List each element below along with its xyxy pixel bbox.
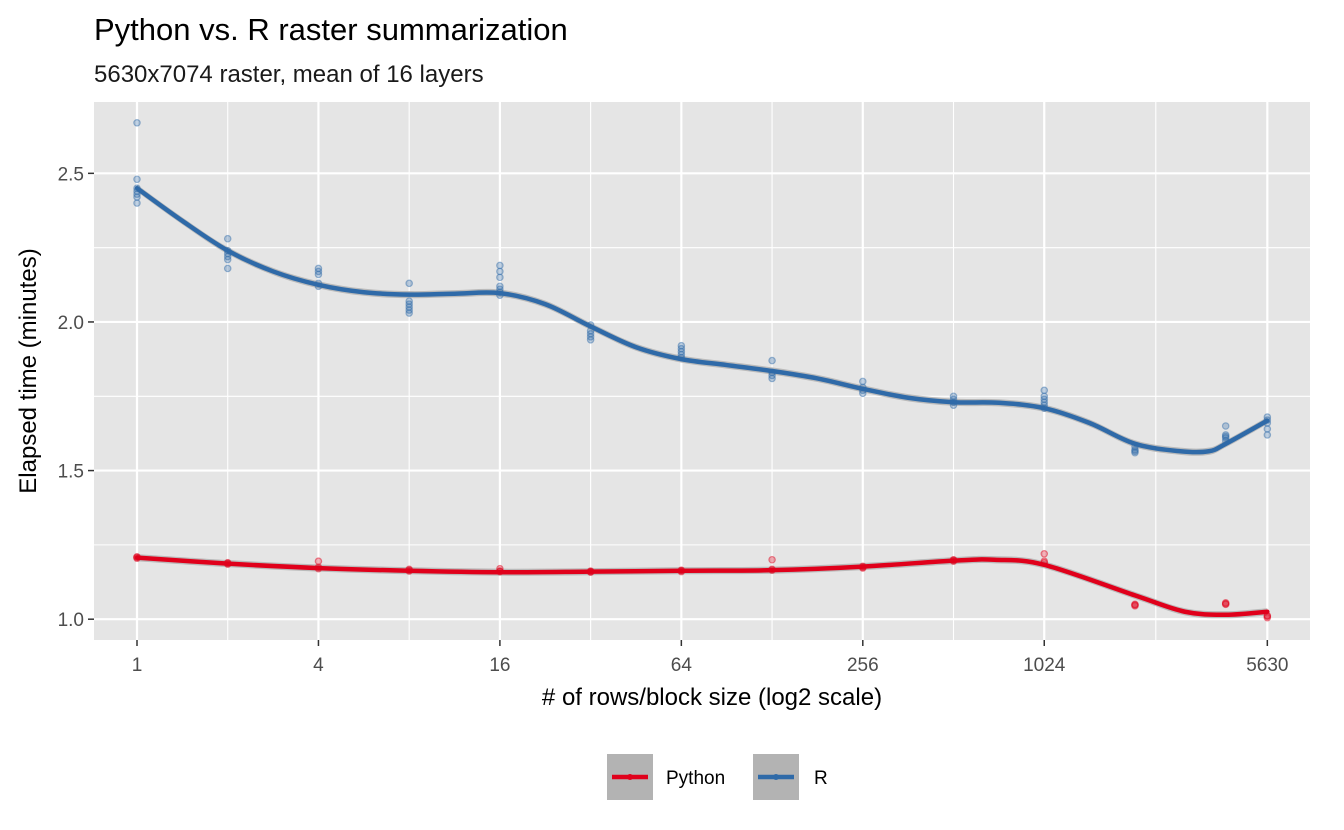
r-data-point: [1040, 386, 1049, 395]
r-data-point: [405, 279, 413, 288]
r-data-point: [949, 392, 958, 401]
r-data-point: [768, 374, 776, 383]
r-data-point: [1040, 398, 1049, 407]
r-data-point: [496, 267, 504, 276]
r-data-point: [223, 264, 232, 273]
r-data-point: [677, 344, 686, 353]
r-data-point: [1221, 431, 1230, 439]
r-data-point: [223, 252, 232, 261]
plot-panel: [94, 102, 1310, 640]
r-data-point: [405, 306, 413, 314]
r-data-point: [586, 330, 595, 338]
r-smooth-line: [134, 185, 1270, 455]
python-data-point: [1221, 599, 1230, 607]
chart-title: Python vs. R raster summarization: [94, 12, 568, 47]
legend: Python R: [607, 754, 828, 800]
legend-key-r-point: [773, 774, 779, 780]
python-data-point: [1263, 613, 1272, 622]
chart-subtitle: 5630x7074 raster, mean of 16 layers: [94, 61, 484, 88]
x-tick-label: 4: [313, 655, 324, 676]
r-data-point: [405, 309, 413, 317]
smooth-lines: [134, 185, 1270, 617]
legend-label-r: R: [814, 768, 828, 789]
r-data-point: [1221, 434, 1230, 442]
r-data-point: [1131, 447, 1139, 456]
x-tick-label: 256: [847, 655, 879, 676]
legend-label-python: Python: [666, 768, 725, 789]
r-data-point: [1221, 422, 1230, 430]
r-data-point: [314, 264, 323, 273]
python-data-point: [1131, 601, 1139, 609]
r-data-point: [133, 199, 141, 207]
x-tick-label: 1024: [1023, 655, 1066, 676]
python-data-point: [1221, 599, 1230, 608]
x-tick-label: 16: [489, 655, 510, 676]
minor-gridlines: [94, 102, 1310, 640]
r-data-point: [133, 193, 141, 201]
python-data-point: [1221, 600, 1230, 609]
python-data-point: [768, 555, 776, 564]
python-smooth-line: [134, 555, 1270, 617]
y-axis-ticks: 1.0 1.5 2.0 2.5: [58, 164, 94, 631]
x-tick-label: 64: [671, 655, 693, 676]
r-data-point: [1263, 425, 1272, 433]
python-data-point: [1131, 600, 1139, 609]
r-data-point: [496, 273, 504, 282]
r-data-point: [677, 341, 686, 350]
r-data-point: [496, 261, 504, 270]
major-gridlines: [94, 102, 1310, 640]
r-data-point: [677, 347, 686, 356]
r-data-point: [405, 300, 413, 308]
r-data-point: [1040, 395, 1049, 404]
r-data-point: [586, 333, 595, 341]
r-data-point: [314, 270, 323, 279]
x-tick-label: 5630: [1246, 655, 1288, 676]
python-data-point: [314, 557, 323, 566]
y-tick-label: 1.0: [58, 610, 84, 631]
r-data-point: [133, 119, 141, 127]
legend-key-python-point: [627, 774, 633, 780]
r-data-point: [1263, 431, 1272, 439]
r-data-point: [496, 282, 504, 291]
r-data-point: [1131, 445, 1139, 454]
r-data-point: [405, 303, 413, 311]
y-tick-label: 1.5: [58, 462, 84, 483]
python-data-point: [1040, 550, 1049, 558]
r-data-point: [405, 297, 413, 305]
r-data-point: [223, 234, 232, 243]
r-data-point: [1040, 392, 1049, 401]
r-data-point: [586, 335, 595, 344]
y-tick-label: 2.5: [58, 164, 84, 185]
x-tick-label: 1: [132, 655, 143, 676]
y-tick-label: 2.0: [58, 313, 84, 334]
r-data-point: [314, 267, 323, 276]
x-axis-title: # of rows/block size (log2 scale): [542, 684, 882, 711]
x-axis-ticks: 1 4 16 64 256 1024 5630: [132, 640, 1288, 676]
r-data-point: [768, 356, 776, 365]
r-data-point: [1131, 448, 1139, 457]
r-data-point: [858, 377, 867, 386]
y-axis-title: Elapsed time (minutes): [15, 248, 42, 493]
r-data-point: [223, 255, 232, 264]
r-data-point: [133, 175, 141, 184]
python-data-point: [1131, 602, 1139, 610]
r-data-point: [1221, 432, 1230, 441]
